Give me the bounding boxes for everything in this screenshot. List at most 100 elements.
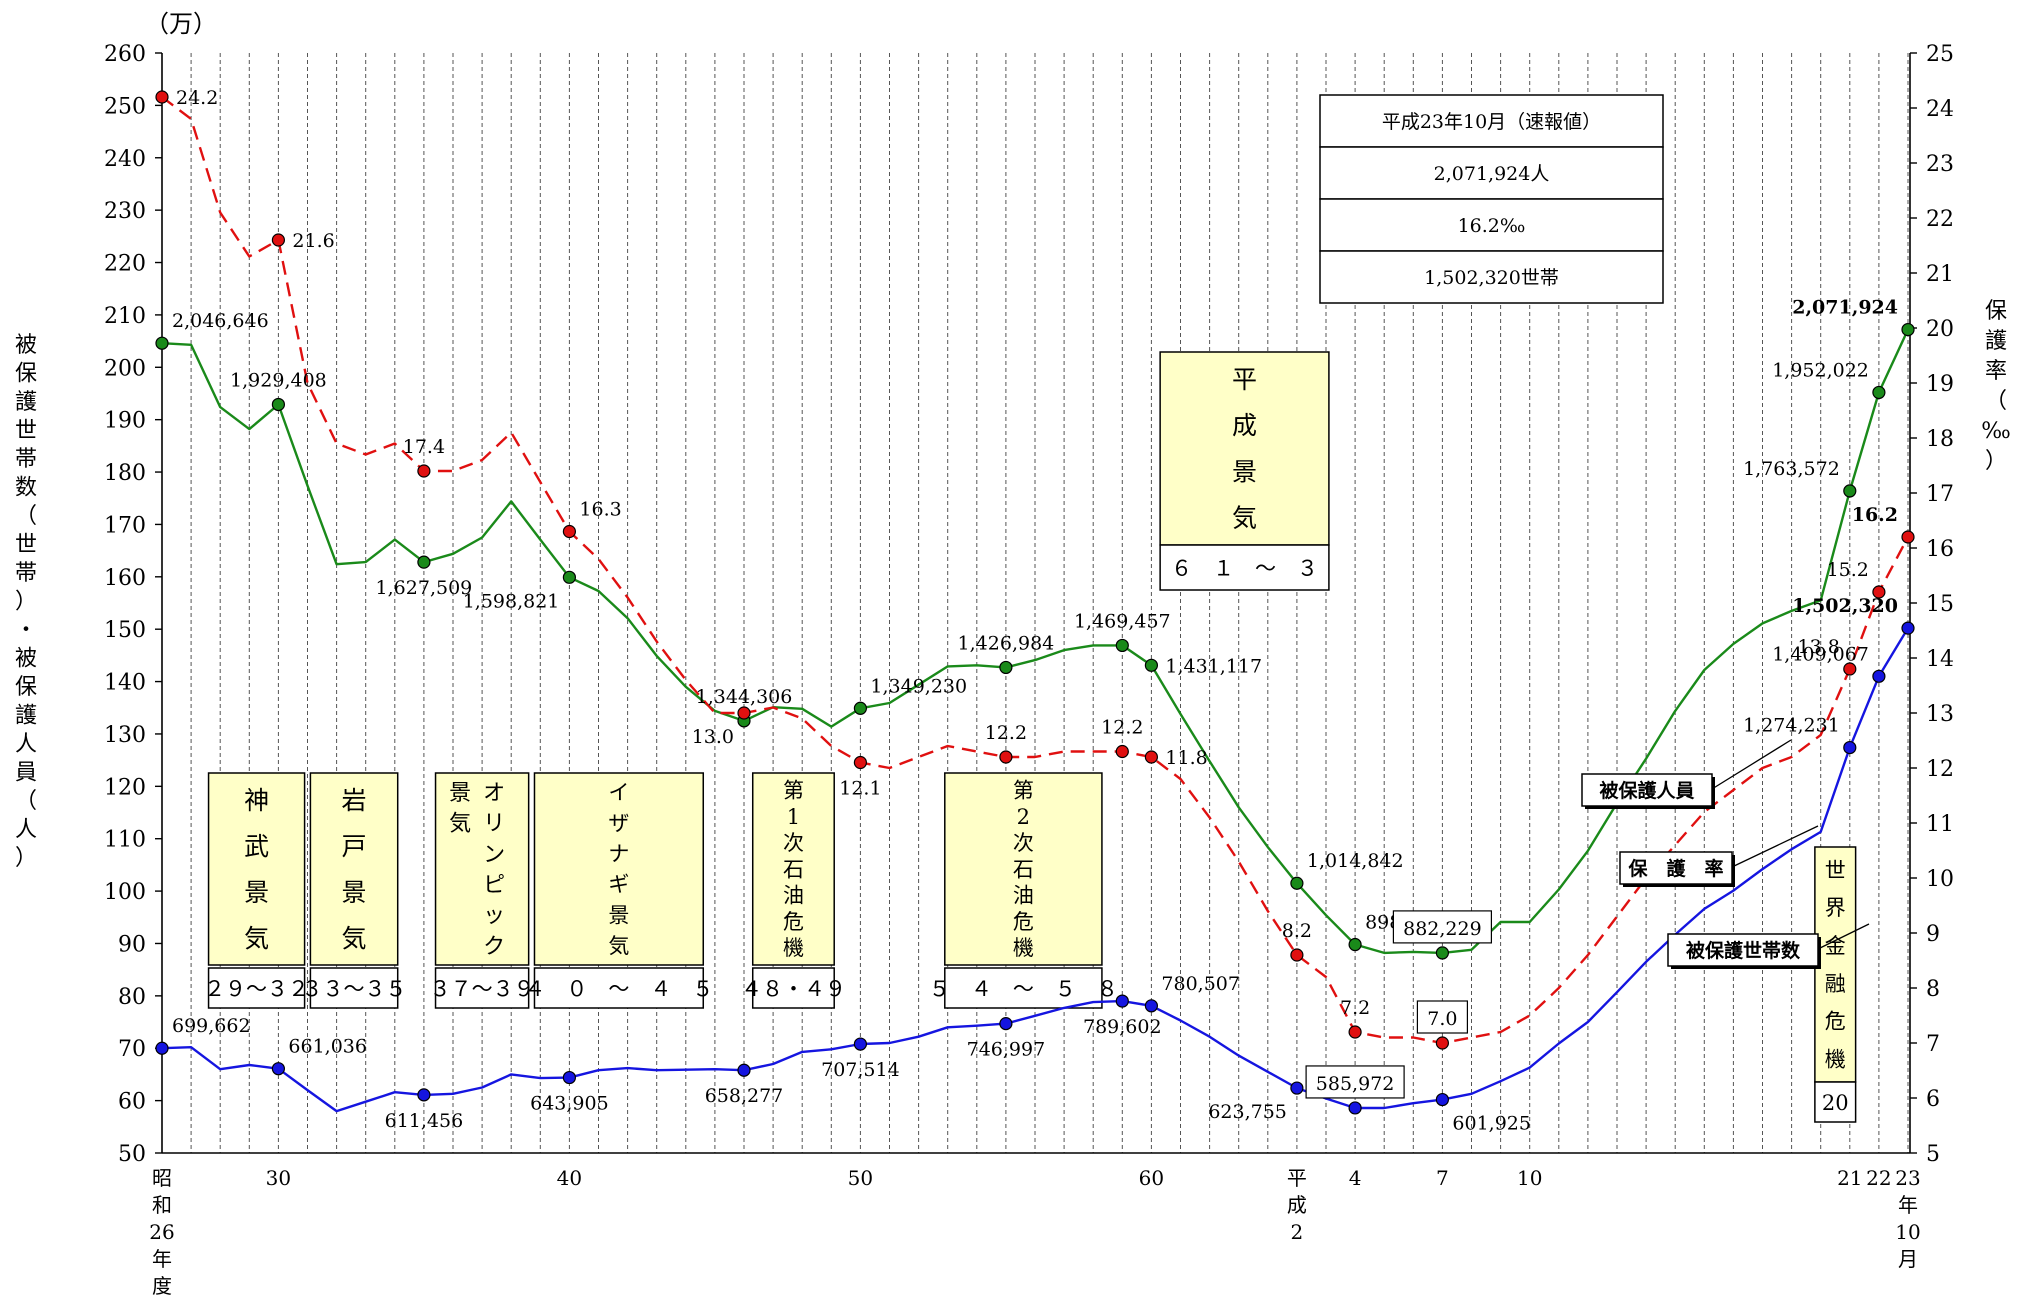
data-marker [1348,937,1362,952]
left-axis-label-char: ） [15,590,37,615]
legend-box [1667,933,1819,967]
data-marker [1290,948,1304,962]
right-tick-label: 7 [1926,1032,1940,1057]
event-text: ン [483,842,505,867]
legend-box [1619,851,1733,885]
data-label: 12.1 [839,778,881,800]
data-label: 1,431,117 [1165,655,1262,677]
data-label: 16.3 [579,499,621,521]
data-marker [1115,994,1129,1008]
event-period-box [751,967,835,1009]
info-box-text: 16.2‰ [1458,215,1526,237]
left-tick-label: 190 [104,409,146,434]
info-box-row [1319,250,1664,304]
data-marker [417,464,431,478]
data-label: 8.2 [1282,920,1312,942]
right-axis-label-char: （ [1985,389,2007,414]
info-box-text: 1,502,320世帯 [1424,267,1559,289]
data-marker [1872,669,1886,683]
unit-label: （万） [145,10,217,38]
x-tick-label: 26 [149,1220,174,1244]
event-text: 2 [1017,805,1030,829]
right-tick-label: 12 [1926,757,1954,782]
x-tick-label: 22 [1866,1166,1891,1190]
legend-pointer [1711,739,1792,790]
left-axis-label-char: 世 [15,533,37,558]
data-label: 7.0 [1427,1008,1457,1030]
data-label: 623,755 [1208,1101,1287,1123]
left-tick-label: 260 [104,42,146,67]
left-tick-label: 230 [104,199,146,224]
data-marker [271,1062,285,1076]
info-box: 平成23年10月（速報値） 2,071,924人 16.2‰ 1,502,320世帯 [1319,94,1664,304]
data-label: 1,349,230 [870,675,967,697]
data-marker [1144,999,1159,1013]
right-tick-label: 24 [1926,97,1954,122]
data-label: 13.8 [1797,636,1839,658]
right-tick-label: 21 [1926,262,1954,287]
right-tick-label: 10 [1926,867,1954,892]
event-period-box [1814,1081,1857,1123]
data-label: 1,274,231 [1743,715,1840,737]
data-label: 1,929,408 [230,369,327,391]
event-text: オ [483,781,505,806]
event-text: 石 [1013,857,1034,881]
data-marker [1872,385,1886,400]
left-axis-label-char: 人 [15,818,37,843]
left-tick-label: 210 [104,304,146,329]
vertical-gridlines [190,53,1909,1153]
event-text: 景 [244,878,269,907]
event-period: ４ ０ ～ ４ ５ [524,977,713,1001]
right-tick-label: 16 [1926,537,1954,562]
event-text: 油 [1013,884,1034,908]
event-text: 金 [1825,934,1846,958]
event-text: 平 [1232,365,1257,394]
data-label: 16.2 [1852,504,1898,526]
x-tick-label: 月 [1898,1247,1918,1271]
left-tick-label: 240 [104,147,146,172]
left-axis-label-char: 被 [15,647,37,672]
event-text: 次 [783,831,804,855]
left-axis-label-char: 世 [15,419,37,444]
event-text: 石 [783,857,804,881]
x-tick-label: 40 [557,1166,582,1190]
info-box-text: 2,071,924人 [1434,163,1550,185]
x-tick-label: 成 [1287,1193,1307,1217]
data-marker [999,750,1013,764]
x-tick-label: 年 [152,1247,172,1271]
event-box [207,772,306,966]
data-marker [1144,658,1159,672]
right-tick-label: 15 [1926,592,1954,617]
event-box [944,772,1103,966]
x-tick-label: 昭 [152,1166,172,1190]
data-marker [562,524,577,539]
event-text: 気 [244,924,269,953]
event-text: 武 [244,832,269,861]
data-marker [1435,1036,1450,1050]
event-text: 危 [783,910,804,934]
right-tick-label: 17 [1926,482,1954,507]
left-tick-label: 90 [118,932,146,957]
event-period-box [533,967,705,1009]
left-tick-label: 110 [104,828,146,853]
data-marker [155,1041,169,1055]
event-text: 気 [342,924,367,953]
event-period-box [944,967,1103,1009]
data-label: 7.2 [1340,997,1370,1019]
event-period: ５ ４ ～ ５ ８ [929,977,1118,1001]
data-label: 17.4 [403,436,445,458]
data-marker [1348,1025,1362,1039]
data-label: 643,905 [530,1093,609,1115]
data-marker [1843,662,1857,676]
event-text: 気 [449,812,471,837]
data-label: 1,014,842 [1307,850,1404,872]
event-text: 融 [1825,972,1846,996]
left-axis-label-char: 保 [15,675,37,700]
data-marker [1843,484,1857,498]
data-label: 1,469,457 [1074,610,1171,632]
left-axis-label-char: 人 [15,732,37,757]
